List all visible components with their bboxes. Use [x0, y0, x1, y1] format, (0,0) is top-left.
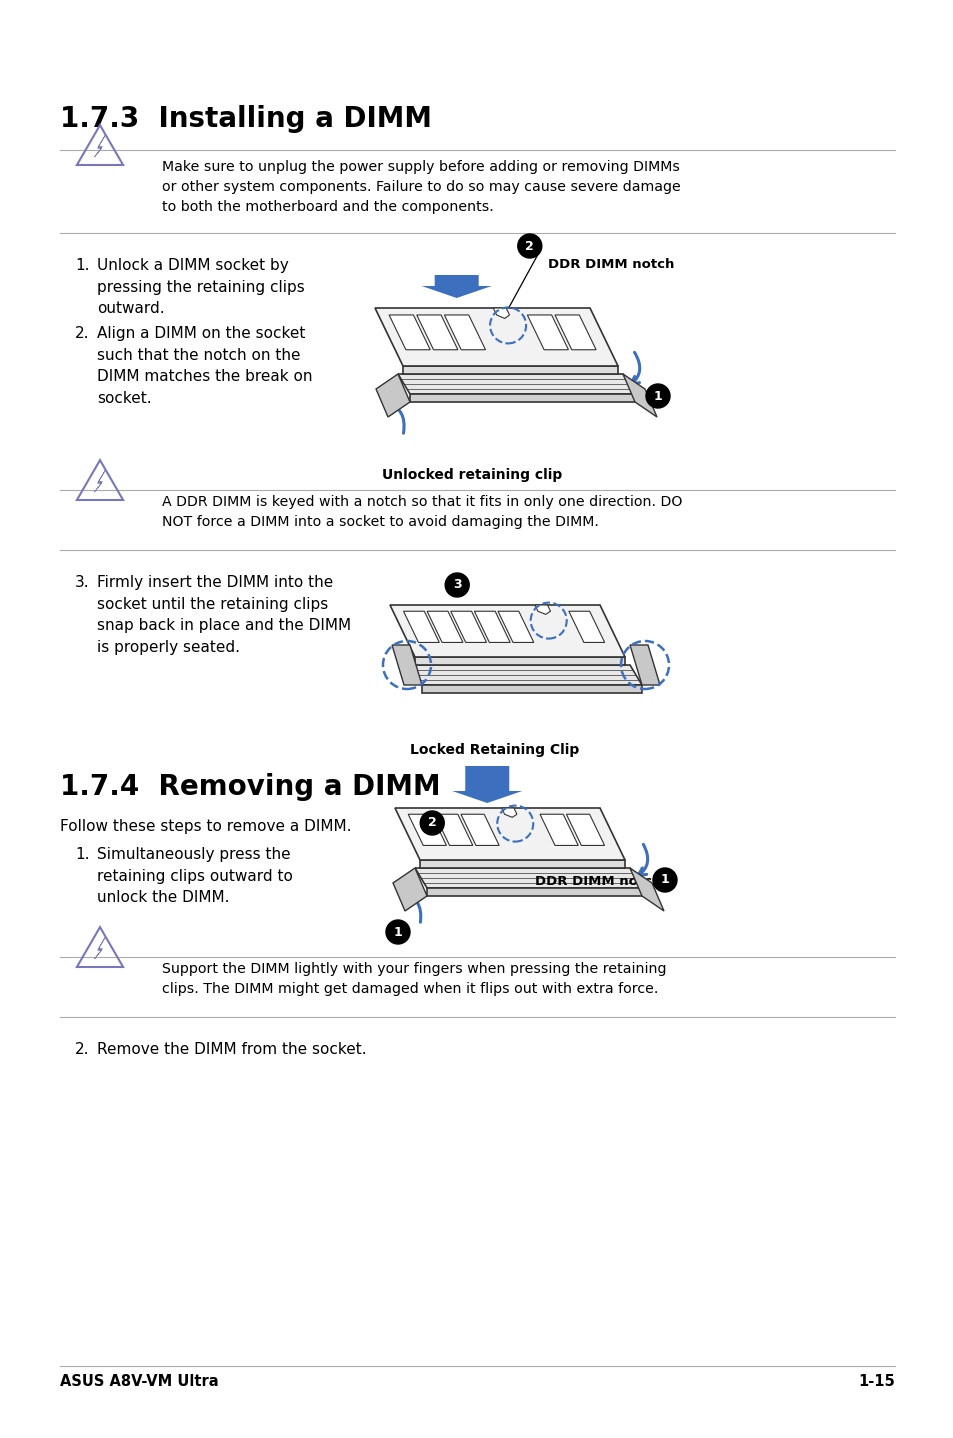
Circle shape	[445, 572, 469, 597]
Polygon shape	[389, 315, 430, 349]
Polygon shape	[416, 315, 457, 349]
Polygon shape	[415, 657, 624, 664]
Text: 1.7.4  Removing a DIMM: 1.7.4 Removing a DIMM	[60, 774, 440, 801]
Circle shape	[517, 234, 541, 257]
Polygon shape	[427, 889, 641, 896]
Polygon shape	[497, 611, 534, 643]
Polygon shape	[427, 611, 462, 643]
Polygon shape	[397, 374, 635, 394]
Polygon shape	[375, 374, 410, 417]
Text: 1.7.3  Installing a DIMM: 1.7.3 Installing a DIMM	[60, 105, 432, 132]
Polygon shape	[392, 646, 421, 684]
Polygon shape	[501, 808, 517, 817]
Polygon shape	[568, 611, 604, 643]
Text: Align a DIMM on the socket
such that the notch on the
DIMM matches the break on
: Align a DIMM on the socket such that the…	[97, 326, 313, 406]
Polygon shape	[460, 814, 498, 846]
Polygon shape	[419, 860, 624, 869]
Text: 1.: 1.	[75, 257, 90, 273]
Circle shape	[652, 869, 677, 892]
Polygon shape	[395, 808, 624, 860]
Polygon shape	[527, 315, 568, 349]
Polygon shape	[435, 814, 473, 846]
Polygon shape	[94, 135, 106, 157]
Text: Locked Retaining Clip: Locked Retaining Clip	[410, 743, 579, 756]
Text: Remove the DIMM from the socket.: Remove the DIMM from the socket.	[97, 1043, 366, 1057]
Text: DDR DIMM notch: DDR DIMM notch	[547, 257, 674, 270]
Text: 3.: 3.	[75, 575, 90, 590]
Polygon shape	[390, 605, 624, 657]
Polygon shape	[450, 611, 486, 643]
Text: 1: 1	[653, 390, 661, 403]
Text: 1-15: 1-15	[858, 1373, 894, 1389]
Text: DDR DIMM notch: DDR DIMM notch	[535, 874, 661, 887]
Polygon shape	[444, 315, 485, 349]
Polygon shape	[566, 814, 604, 846]
Text: 1: 1	[394, 926, 402, 939]
Text: Make sure to unplug the power supply before adding or removing DIMMs
or other sy: Make sure to unplug the power supply bef…	[162, 160, 680, 214]
Text: Unlock a DIMM socket by
pressing the retaining clips
outward.: Unlock a DIMM socket by pressing the ret…	[97, 257, 304, 316]
Polygon shape	[410, 664, 641, 684]
Text: Support the DIMM lightly with your fingers when pressing the retaining
clips. Th: Support the DIMM lightly with your finge…	[162, 962, 666, 997]
Text: 2.: 2.	[75, 326, 90, 341]
Polygon shape	[535, 605, 550, 614]
Text: 1.: 1.	[75, 847, 90, 861]
Polygon shape	[393, 869, 427, 912]
Text: 2.: 2.	[75, 1043, 90, 1057]
Text: A DDR DIMM is keyed with a notch so that it fits in only one direction. DO
NOT f: A DDR DIMM is keyed with a notch so that…	[162, 495, 681, 529]
Polygon shape	[408, 814, 446, 846]
Text: Unlocked retaining clip: Unlocked retaining clip	[381, 467, 561, 482]
Text: 2: 2	[525, 240, 534, 253]
Polygon shape	[421, 275, 491, 298]
Text: 1: 1	[659, 873, 669, 886]
Text: 2: 2	[428, 817, 436, 830]
Polygon shape	[555, 315, 596, 349]
Polygon shape	[622, 374, 657, 417]
Polygon shape	[403, 611, 438, 643]
Polygon shape	[629, 646, 659, 684]
Polygon shape	[415, 869, 641, 889]
Text: Simultaneously press the
retaining clips outward to
unlock the DIMM.: Simultaneously press the retaining clips…	[97, 847, 293, 905]
Text: Follow these steps to remove a DIMM.: Follow these steps to remove a DIMM.	[60, 820, 351, 834]
Circle shape	[645, 384, 669, 408]
Polygon shape	[474, 611, 510, 643]
Circle shape	[420, 811, 444, 835]
Text: 3: 3	[453, 578, 461, 591]
Polygon shape	[539, 814, 578, 846]
Text: ASUS A8V-VM Ultra: ASUS A8V-VM Ultra	[60, 1373, 218, 1389]
Circle shape	[386, 920, 410, 943]
Polygon shape	[94, 936, 106, 959]
Polygon shape	[375, 308, 618, 367]
Polygon shape	[452, 766, 521, 802]
Polygon shape	[402, 367, 618, 374]
Polygon shape	[410, 394, 635, 403]
Polygon shape	[493, 308, 509, 318]
Polygon shape	[629, 869, 663, 912]
Text: Firmly insert the DIMM into the
socket until the retaining clips
snap back in pl: Firmly insert the DIMM into the socket u…	[97, 575, 351, 654]
Polygon shape	[421, 684, 641, 693]
Polygon shape	[94, 470, 106, 492]
